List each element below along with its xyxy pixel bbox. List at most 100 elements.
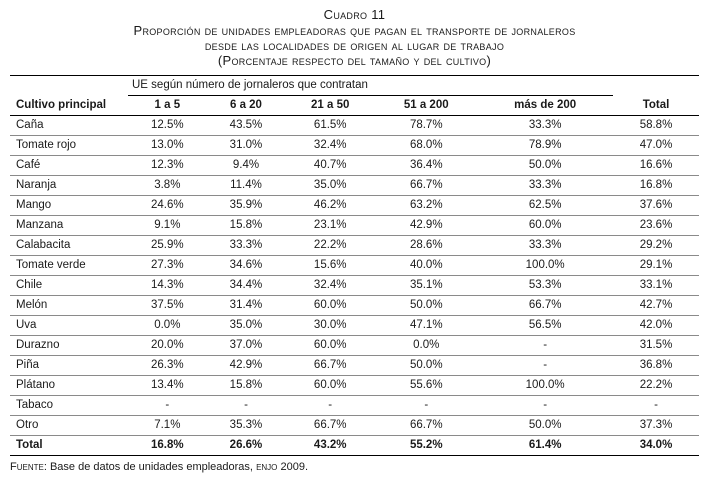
value-cell: 14.3% (128, 275, 207, 296)
value-cell: 47.1% (375, 315, 478, 336)
value-cell: 35.1% (375, 275, 478, 296)
value-cell: 50.0% (375, 355, 478, 376)
crop-label-cell: Mango (10, 195, 128, 216)
value-cell: 68.0% (375, 135, 478, 156)
value-cell: 40.0% (375, 255, 478, 276)
value-cell: 23.1% (285, 215, 376, 236)
table-row: Café 12.3% 9.4% 40.7% 36.4% 50.0% 16.6% (10, 155, 699, 176)
value-cell: - (206, 395, 286, 416)
value-cell: 78.7% (375, 115, 478, 136)
table-title-line3: (Porcentaje respecto del tamaño y del cu… (217, 53, 492, 68)
crop-label-cell: Piña (10, 355, 128, 376)
value-cell: 31.5% (613, 335, 699, 356)
crop-label-cell: Tomate verde (10, 255, 128, 276)
value-cell: 42.9% (206, 355, 286, 376)
value-cell: 50.0% (375, 295, 478, 316)
source-text: Base de datos de unidades empleadoras, (49, 461, 253, 473)
table-row: Total 16.8% 26.6% 43.2% 55.2% 61.4% 34.0% (10, 435, 699, 456)
value-cell: 22.2% (285, 235, 376, 256)
column-header-21-a-50: 21 a 50 (285, 95, 376, 116)
value-cell: 42.7% (613, 295, 699, 316)
value-cell: 100.0% (477, 255, 613, 276)
table-row: Tomate rojo 13.0% 31.0% 32.4% 68.0% 78.9% 47.0… (10, 135, 699, 156)
value-cell: 37.0% (206, 335, 286, 356)
column-header-51-a-200: 51 a 200 (375, 95, 478, 116)
value-cell: 20.0% (128, 335, 207, 356)
column-header-mas-de-200: más de 200 (477, 95, 613, 116)
value-cell: 47.0% (613, 135, 699, 156)
table-row: Tabaco - - - - - - (10, 395, 699, 416)
value-cell: 15.8% (206, 215, 286, 236)
table-row: Piña 26.3% 42.9% 66.7% 50.0% -36.8% (10, 355, 699, 376)
column-header-total: Total (613, 95, 699, 116)
value-cell: 32.4% (285, 275, 376, 296)
value-cell: 58.8% (613, 115, 699, 136)
value-cell: 36.4% (375, 155, 478, 176)
column-header-1-a-5: 1 a 5 (128, 95, 207, 116)
value-cell: 11.4% (206, 175, 286, 196)
source-acronym: enjo (256, 461, 278, 473)
table-row: Plátano 13.4% 15.8% 60.0% 55.6% 100.0% 22.2% (10, 375, 699, 396)
data-table: UE según número de jornaleros que contra… (10, 75, 699, 456)
value-cell: - (477, 355, 613, 376)
value-cell: 29.2% (613, 235, 699, 256)
group-header: UE según número de jornaleros que contra… (128, 75, 613, 96)
crop-label-cell: Melón (10, 295, 128, 316)
crop-label-cell: Café (10, 155, 128, 176)
value-cell: - (477, 335, 613, 356)
value-cell: 16.6% (613, 155, 699, 176)
value-cell: 16.8% (128, 435, 207, 456)
crop-label-cell: Tomate rojo (10, 135, 128, 156)
value-cell: 42.0% (613, 315, 699, 336)
table-row: Naranja 3.8% 11.4% 35.0% 66.7% 33.3% 16.8% (10, 175, 699, 196)
value-cell: 28.6% (375, 235, 478, 256)
value-cell: 61.4% (477, 435, 613, 456)
group-header-row: UE según número de jornaleros que contra… (10, 75, 699, 96)
value-cell: 0.0% (375, 335, 478, 356)
group-header-spacer-right (613, 75, 699, 96)
crop-label-cell: Caña (10, 115, 128, 136)
crop-label-cell: Calabacita (10, 235, 128, 256)
value-cell: 43.2% (285, 435, 376, 456)
value-cell: - (477, 395, 613, 416)
source-year: 2009. (280, 461, 308, 473)
value-cell: 55.6% (375, 375, 478, 396)
table-body: Caña 12.5% 43.5% 61.5% 78.7% 33.3% 58.8% Tomate… (10, 115, 699, 456)
value-cell: 9.1% (128, 215, 207, 236)
value-cell: 16.8% (613, 175, 699, 196)
value-cell: 66.7% (477, 295, 613, 316)
column-header-cultivo-principal: Cultivo principal (10, 95, 128, 116)
value-cell: - (128, 395, 207, 416)
group-header-spacer-left (10, 75, 128, 96)
value-cell: 33.3% (477, 115, 613, 136)
value-cell: 13.0% (128, 135, 207, 156)
value-cell: 33.1% (613, 275, 699, 296)
table-row: Uva 0.0% 35.0% 30.0% 47.1% 56.5% 42.0% (10, 315, 699, 336)
value-cell: 12.3% (128, 155, 207, 176)
value-cell: 13.4% (128, 375, 207, 396)
crop-label-cell: Otro (10, 415, 128, 436)
table-row: Melón 37.5% 31.4% 60.0% 50.0% 66.7% 42.7% (10, 295, 699, 316)
value-cell: 56.5% (477, 315, 613, 336)
value-cell: 34.0% (613, 435, 699, 456)
value-cell: 25.9% (128, 235, 207, 256)
value-cell: 23.6% (613, 215, 699, 236)
value-cell: - (375, 395, 478, 416)
table-number: Cuadro 11 (323, 7, 386, 22)
value-cell: 32.4% (285, 135, 376, 156)
value-cell: 0.0% (128, 315, 207, 336)
value-cell: 35.9% (206, 195, 286, 216)
value-cell: 33.3% (477, 235, 613, 256)
value-cell: 34.4% (206, 275, 286, 296)
value-cell: 3.8% (128, 175, 207, 196)
value-cell: - (285, 395, 376, 416)
crop-label-cell: Plátano (10, 375, 128, 396)
value-cell: 62.5% (477, 195, 613, 216)
value-cell: 60.0% (285, 375, 376, 396)
value-cell: 34.6% (206, 255, 286, 276)
table-row: Manzana 9.1% 15.8% 23.1% 42.9% 60.0% 23.6% (10, 215, 699, 236)
table-head: UE según número de jornaleros que contra… (10, 75, 699, 116)
table-row: Chile 14.3% 34.4% 32.4% 35.1% 53.3% 33.1% (10, 275, 699, 296)
value-cell: 33.3% (477, 175, 613, 196)
column-header-6-a-20: 6 a 20 (206, 95, 286, 116)
